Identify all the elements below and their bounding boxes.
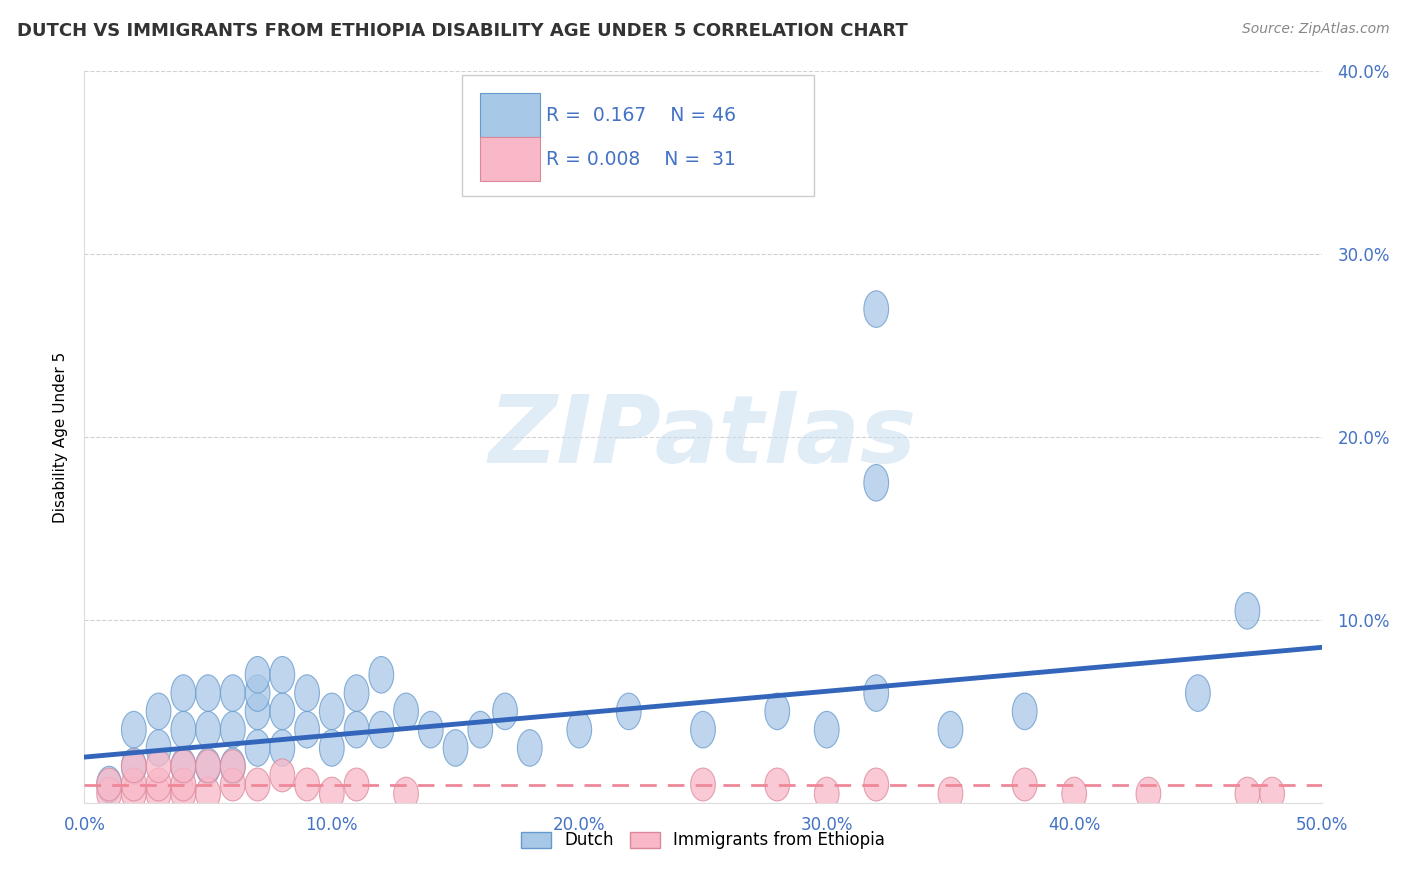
Ellipse shape — [172, 674, 195, 712]
Ellipse shape — [344, 768, 368, 801]
Ellipse shape — [863, 768, 889, 801]
Ellipse shape — [295, 768, 319, 801]
Text: R = 0.008    N =  31: R = 0.008 N = 31 — [546, 150, 735, 169]
Ellipse shape — [121, 768, 146, 801]
Ellipse shape — [517, 730, 543, 766]
Ellipse shape — [270, 693, 295, 730]
FancyBboxPatch shape — [481, 94, 540, 137]
Ellipse shape — [1260, 777, 1285, 810]
Ellipse shape — [419, 712, 443, 747]
Ellipse shape — [146, 768, 172, 801]
Ellipse shape — [172, 777, 195, 810]
Ellipse shape — [146, 777, 172, 810]
Ellipse shape — [245, 730, 270, 766]
Ellipse shape — [344, 712, 368, 747]
Ellipse shape — [97, 766, 121, 803]
Ellipse shape — [295, 712, 319, 747]
Ellipse shape — [468, 712, 492, 747]
Ellipse shape — [319, 777, 344, 810]
Ellipse shape — [344, 674, 368, 712]
Ellipse shape — [690, 768, 716, 801]
Ellipse shape — [295, 674, 319, 712]
Ellipse shape — [195, 674, 221, 712]
Ellipse shape — [1234, 592, 1260, 629]
FancyBboxPatch shape — [481, 137, 540, 181]
Ellipse shape — [814, 777, 839, 810]
Text: R =  0.167    N = 46: R = 0.167 N = 46 — [546, 106, 735, 125]
Y-axis label: Disability Age Under 5: Disability Age Under 5 — [52, 351, 67, 523]
Text: ZIPatlas: ZIPatlas — [489, 391, 917, 483]
Ellipse shape — [690, 712, 716, 747]
Ellipse shape — [270, 730, 295, 766]
Ellipse shape — [172, 712, 195, 747]
Legend: Dutch, Immigrants from Ethiopia: Dutch, Immigrants from Ethiopia — [520, 831, 886, 849]
Ellipse shape — [270, 759, 295, 792]
Ellipse shape — [146, 750, 172, 782]
Ellipse shape — [1012, 768, 1038, 801]
Ellipse shape — [863, 674, 889, 712]
Ellipse shape — [221, 747, 245, 785]
Ellipse shape — [394, 693, 419, 730]
Ellipse shape — [195, 750, 221, 782]
Ellipse shape — [172, 768, 195, 801]
Ellipse shape — [245, 674, 270, 712]
Ellipse shape — [245, 657, 270, 693]
Ellipse shape — [1234, 777, 1260, 810]
Ellipse shape — [121, 777, 146, 810]
Ellipse shape — [319, 730, 344, 766]
Ellipse shape — [616, 693, 641, 730]
Ellipse shape — [245, 693, 270, 730]
Ellipse shape — [146, 730, 172, 766]
Ellipse shape — [121, 747, 146, 785]
Ellipse shape — [146, 693, 172, 730]
Ellipse shape — [765, 693, 790, 730]
Ellipse shape — [1185, 674, 1211, 712]
Ellipse shape — [368, 712, 394, 747]
Ellipse shape — [121, 712, 146, 747]
Ellipse shape — [245, 768, 270, 801]
Text: Source: ZipAtlas.com: Source: ZipAtlas.com — [1241, 22, 1389, 37]
Ellipse shape — [221, 712, 245, 747]
Ellipse shape — [492, 693, 517, 730]
Ellipse shape — [938, 777, 963, 810]
Ellipse shape — [394, 777, 419, 810]
Text: DUTCH VS IMMIGRANTS FROM ETHIOPIA DISABILITY AGE UNDER 5 CORRELATION CHART: DUTCH VS IMMIGRANTS FROM ETHIOPIA DISABI… — [17, 22, 908, 40]
Ellipse shape — [221, 750, 245, 782]
Ellipse shape — [121, 750, 146, 782]
Ellipse shape — [938, 712, 963, 747]
FancyBboxPatch shape — [461, 75, 814, 195]
Ellipse shape — [1136, 777, 1161, 810]
Ellipse shape — [270, 657, 295, 693]
Ellipse shape — [1062, 777, 1087, 810]
Ellipse shape — [172, 750, 195, 782]
Ellipse shape — [863, 465, 889, 501]
Ellipse shape — [863, 291, 889, 327]
Ellipse shape — [97, 777, 121, 810]
Ellipse shape — [319, 693, 344, 730]
Ellipse shape — [195, 712, 221, 747]
Ellipse shape — [195, 777, 221, 810]
Ellipse shape — [172, 747, 195, 785]
Ellipse shape — [368, 657, 394, 693]
Ellipse shape — [195, 747, 221, 785]
Ellipse shape — [814, 712, 839, 747]
Ellipse shape — [1012, 693, 1038, 730]
Ellipse shape — [765, 768, 790, 801]
Ellipse shape — [97, 768, 121, 801]
Ellipse shape — [221, 768, 245, 801]
Ellipse shape — [567, 712, 592, 747]
Ellipse shape — [221, 674, 245, 712]
Ellipse shape — [443, 730, 468, 766]
